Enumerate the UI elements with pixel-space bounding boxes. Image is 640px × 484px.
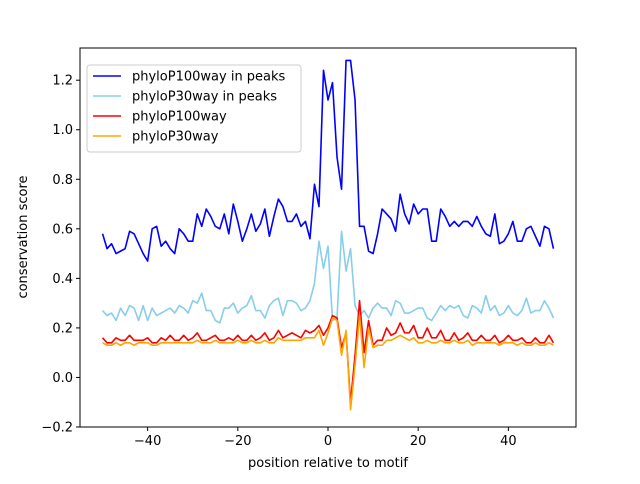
- series-lines: [101, 59, 555, 411]
- legend-label: phyloP30way in peaks: [132, 90, 277, 105]
- series-line-phylop30way-in-peaks: [101, 230, 555, 324]
- y-tick-label: 1.0: [52, 123, 73, 138]
- y-tick-label: 1.2: [52, 74, 73, 89]
- y-tick-label: 0.4: [52, 272, 73, 287]
- x-tick-label: −40: [134, 434, 161, 449]
- x-tick-label: −20: [224, 434, 251, 449]
- x-axis-ticks: −40 −20 0 20 40: [134, 427, 517, 449]
- legend-box: [86, 64, 302, 153]
- series-line-phylop100way: [101, 299, 555, 404]
- legend: phyloP100way in peaks phyloP30way in peak…: [86, 64, 302, 153]
- x-tick-label: 0: [324, 434, 332, 449]
- y-tick-label: 0.0: [52, 371, 73, 386]
- y-tick-label: 0.8: [52, 173, 73, 188]
- legend-label: phyloP30way: [132, 130, 219, 145]
- series-line-phylop100way-in-peaks: [101, 59, 555, 262]
- y-tick-label: 0.2: [52, 321, 73, 336]
- legend-label: phyloP100way: [132, 110, 227, 125]
- y-tick-label: −0.2: [41, 421, 73, 436]
- series-line-phylop30way: [102, 314, 554, 411]
- y-axis-ticks: −0.2 0.0 0.2 0.4 0.6 0.8 1.0 1.2: [41, 74, 80, 436]
- legend-label: phyloP100way in peaks: [132, 70, 286, 85]
- x-axis-label: position relative to motif: [248, 456, 408, 471]
- y-tick-label: 0.6: [52, 222, 73, 237]
- x-tick-label: 40: [500, 434, 517, 449]
- y-axis-label: conservation score: [16, 175, 31, 298]
- x-tick-label: 20: [410, 434, 427, 449]
